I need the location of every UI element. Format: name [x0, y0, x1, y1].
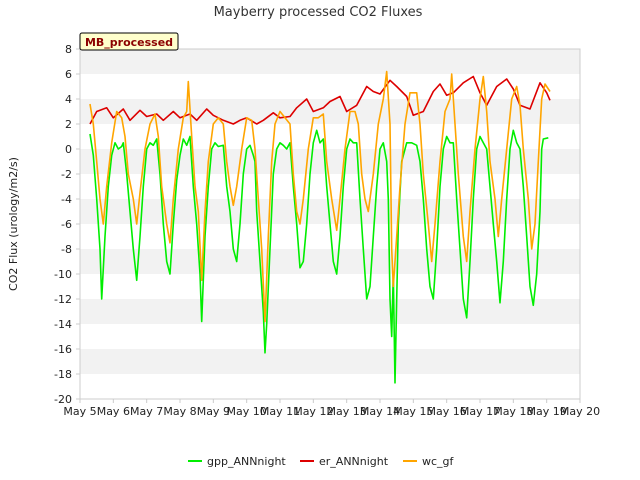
x-tick-label: May 6 [97, 405, 130, 418]
x-tick-label: May 11 [260, 405, 300, 418]
y-tick-label: -6 [61, 218, 72, 231]
x-tick-label: May 13 [327, 405, 367, 418]
x-tick-label: May 14 [360, 405, 400, 418]
x-tick-label: May 16 [427, 405, 467, 418]
y-tick-label: -10 [54, 268, 72, 281]
grid-band [80, 49, 580, 74]
grid-band [80, 99, 580, 124]
series-tag: MB_processed [79, 32, 179, 51]
y-axis-label: CO2 Flux (urology/m2/s) [7, 157, 20, 291]
series-line-gpp-annnight [89, 129, 549, 384]
x-tick-label: May 12 [293, 405, 333, 418]
x-tick-label: May 5 [63, 405, 96, 418]
y-tick-label: -8 [61, 243, 72, 256]
grid-band [80, 349, 580, 374]
y-tick-label: -18 [54, 368, 72, 381]
y-tick-label: -2 [61, 168, 72, 181]
x-tick-label: May 9 [197, 405, 230, 418]
x-tick-label: May 19 [527, 405, 567, 418]
grid-band [80, 249, 580, 274]
y-tick-label: 4 [65, 93, 72, 106]
y-tick-label: -12 [54, 293, 72, 306]
legend-label: wc_gf [422, 455, 455, 468]
chart-title: Mayberry processed CO2 Fluxes [214, 5, 423, 20]
series-layer [89, 70, 551, 384]
y-tick-label: -20 [54, 393, 72, 406]
y-tick-label: 0 [65, 143, 72, 156]
y-tick-label: 6 [65, 68, 72, 81]
series-tag-box [79, 32, 179, 51]
series-tag-label: MB_processed [85, 36, 173, 49]
series-line-er-annnight [89, 75, 551, 125]
legend-label: gpp_ANNnight [207, 455, 286, 468]
x-tick-label: May 7 [130, 405, 163, 418]
y-tick-label: -16 [54, 343, 72, 356]
x-tick-label: May 18 [493, 405, 533, 418]
y-tick-label: -14 [54, 318, 72, 331]
legend-label: er_ANNnight [319, 455, 389, 468]
x-tick-label: May 8 [163, 405, 196, 418]
x-tick-label: May 20 [560, 405, 600, 418]
grid-band [80, 149, 580, 174]
grid-band [80, 74, 580, 99]
grid-band [80, 299, 580, 324]
x-tick-label: May 10 [227, 405, 267, 418]
grid-band [80, 324, 580, 349]
y-tick-label: 8 [65, 43, 72, 56]
y-tick-label: -4 [61, 193, 72, 206]
grid-band [80, 124, 580, 149]
x-tick-label: May 17 [460, 405, 500, 418]
legend: gpp_ANNnight er_ANNnight wc_gf [188, 455, 455, 468]
grid-band [80, 374, 580, 399]
grid-band [80, 274, 580, 299]
x-tick-label: May 15 [393, 405, 433, 418]
series-line-wc-gf [89, 70, 551, 323]
y-tick-label: 2 [65, 118, 72, 131]
